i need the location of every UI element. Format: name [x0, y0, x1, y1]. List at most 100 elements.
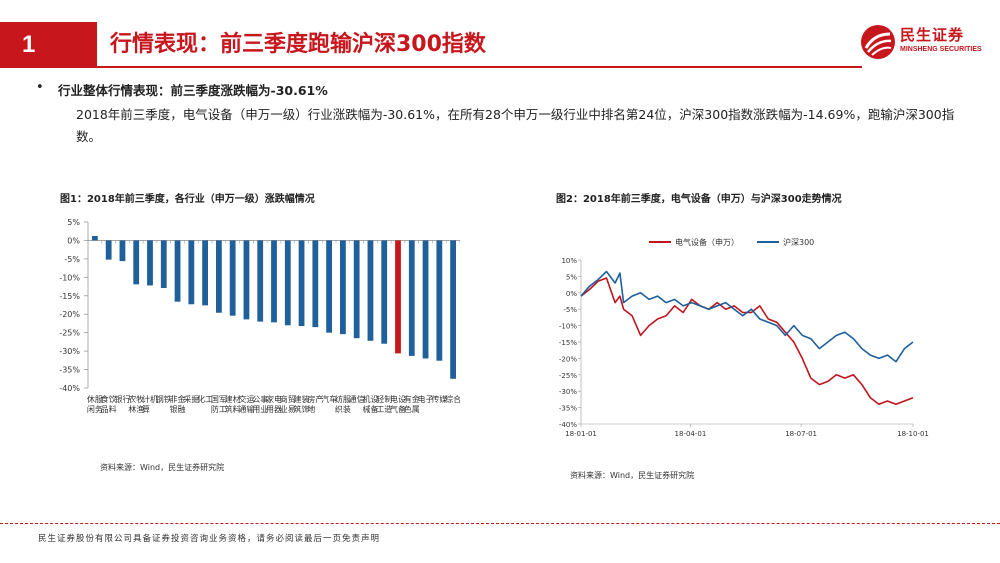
bar [422, 240, 429, 359]
y-tick-label: -5% [563, 306, 577, 314]
x-tick-label: 非银金融 [170, 394, 186, 414]
footer-divider [0, 523, 1000, 524]
y-tick-label: -20% [559, 355, 577, 363]
bar [298, 240, 305, 327]
y-tick-label: -10% [59, 273, 80, 282]
y-tick-label: 10% [561, 257, 577, 265]
y-tick-label: -30% [559, 388, 577, 396]
x-tick-label: 电子 [418, 394, 434, 404]
bar [367, 240, 374, 341]
x-tick-label: 采掘 [183, 394, 199, 404]
series-line [580, 277, 914, 406]
bullet-heading: 行业整体行情表现：前三季度涨跌幅为-30.61% [58, 83, 328, 98]
bar [119, 240, 126, 262]
bar [312, 240, 319, 328]
x-tick-label: 18-07-01 [785, 430, 817, 438]
figure2-title: 图2：2018年前三季度，电气设备（申万）与沪深300走势情况 [556, 194, 842, 205]
series-line [580, 270, 914, 363]
x-tick-label: 轻工制造 [376, 394, 392, 414]
y-tick-label: -15% [59, 292, 80, 301]
section-number: 1 [0, 22, 97, 68]
bar [353, 240, 360, 339]
y-tick-label: -25% [59, 329, 80, 338]
x-tick-label: 建筑材料 [225, 394, 241, 414]
bar [202, 240, 209, 306]
logo-text-cn: 民生证券 [900, 26, 965, 44]
x-tick-label: 汽车 [321, 394, 337, 404]
bar [326, 240, 333, 333]
y-tick-label: -35% [559, 405, 577, 413]
bar [243, 240, 250, 320]
y-tick-label: -30% [59, 347, 80, 356]
bar [436, 240, 443, 361]
y-tick-label: -25% [559, 372, 577, 380]
x-tick-label: 纺织服装 [335, 394, 351, 414]
page-title: 行情表现：前三季度跑输沪深300指数 [110, 32, 486, 57]
bar [339, 240, 346, 335]
x-tick-label: 化工 [197, 394, 213, 404]
bar [133, 240, 140, 285]
x-tick-label: 机械设备 [362, 394, 378, 414]
y-tick-label: -15% [559, 339, 577, 347]
bar [408, 240, 415, 356]
y-tick-label: -20% [59, 310, 80, 319]
x-tick-label: 综合 [445, 394, 460, 404]
bar [188, 240, 195, 305]
bar [91, 236, 98, 241]
legend-label: 沪深300 [783, 237, 814, 247]
x-tick-label: 公用事业 [252, 394, 268, 414]
bar [450, 240, 457, 379]
y-tick-label: -40% [559, 421, 577, 429]
summary-paragraph: 2018年前三季度，电气设备（申万一级）行业涨跌幅为-30.61%，在所有28个… [76, 107, 955, 144]
bar-chart: 5% 0% -5% -10% -15% -20% -25% -30% -35% -40% 休闲服务食… [59, 218, 460, 414]
x-tick-label: 计算机 [142, 394, 158, 414]
x-tick-label: 交通运输 [238, 394, 254, 414]
x-tick-label: 18-04-01 [675, 430, 707, 438]
bar [215, 240, 222, 313]
logo-mark-icon [861, 25, 895, 59]
bar [271, 240, 277, 323]
bar [229, 240, 236, 316]
x-tick-label: 通信 [349, 394, 365, 404]
figure1-source: 资料来源：Wind，民生证券研究院 [100, 463, 225, 472]
y-tick-label: -35% [59, 366, 80, 375]
bar [174, 240, 181, 302]
bar [105, 240, 112, 260]
x-tick-label: 家用电器 [266, 394, 282, 414]
y-tick-label: -40% [59, 384, 80, 393]
x-tick-label: 18-10-01 [897, 430, 929, 438]
x-tick-label: 银行 [114, 394, 130, 404]
line-chart: 10%5%0%-5%-10%-15%-20%-25%-30%-35%-40%18… [559, 237, 929, 438]
figure2-source: 资料来源：Wind，民生证券研究院 [570, 471, 695, 480]
x-tick-label: 商业贸易 [280, 394, 296, 414]
logo-text-en: MINSHENG SECURITIES [900, 46, 982, 53]
bar [284, 240, 291, 326]
x-tick-label: 电气设备 [390, 394, 406, 414]
x-tick-label: 国防军工 [211, 395, 227, 414]
header-bar: 1 行情表现：前三季度跑输沪深300指数 民生证券 MINSHENG SECUR… [0, 22, 1000, 68]
bar [257, 240, 264, 322]
bar [147, 240, 153, 286]
legend-label: 电气设备（申万） [675, 237, 739, 247]
y-tick-label: 5% [67, 218, 80, 227]
footer-disclaimer: 民生证券股份有限公司具备证券投资咨询业务资格，请务必阅读最后一页免责声明 [38, 534, 381, 544]
figure1-title: 图1：2018年前三季度，各行业（申万一级）涨跌幅情况 [60, 194, 315, 205]
bar [160, 240, 167, 289]
x-tick-label: 房地产 [307, 394, 323, 414]
x-tick-label: 有色金属 [404, 394, 420, 414]
bullet-icon: • [36, 80, 44, 95]
y-tick-label: -5% [64, 255, 80, 264]
bar [381, 240, 388, 344]
y-tick-label: -10% [559, 323, 577, 331]
x-tick-label: 食品饮料 [101, 394, 117, 414]
x-tick-label: 农林牧渔 [128, 394, 144, 414]
y-tick-label: 0% [67, 236, 80, 245]
title-underline [97, 66, 862, 68]
y-tick-label: 5% [566, 273, 577, 281]
x-tick-label: 钢铁 [156, 394, 172, 404]
x-tick-label: 建筑装饰 [294, 394, 310, 414]
x-tick-label: 休闲服务 [87, 394, 103, 414]
x-tick-label: 18-01-01 [565, 430, 597, 438]
x-tick-label: 传媒 [431, 394, 447, 404]
y-tick-label: 0% [566, 290, 577, 298]
